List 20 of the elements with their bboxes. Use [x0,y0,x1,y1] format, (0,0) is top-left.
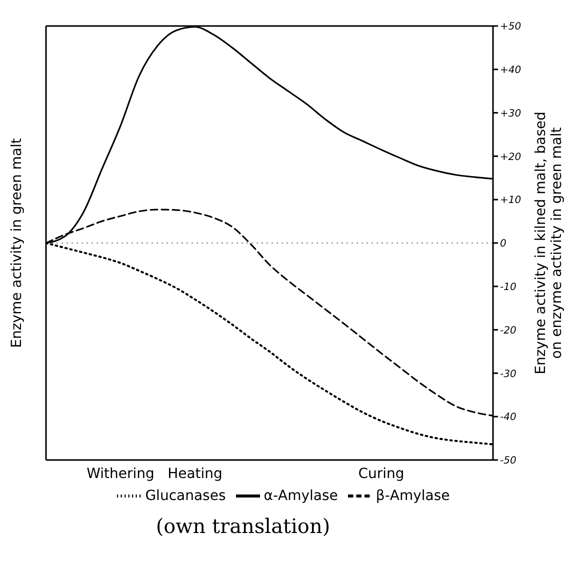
x-tick-label: Heating [168,466,222,482]
x-tick-label: Curing [358,466,404,482]
x-tick-label: Withering [86,466,154,482]
y2-tick-label: +10 [500,195,522,206]
y2-tick-label: -50 [500,456,516,467]
y2-tick-label: +20 [500,152,522,163]
legend-label: α-Amylase [264,488,338,504]
y2-tick-label: 0 [500,238,506,250]
y2-tick-label: -20 [500,325,516,336]
y2-tick-label: -10 [500,282,516,293]
y2-tick-label: -40 [500,412,516,424]
text: (own translation) [154,514,332,538]
legend-label: Glucanases [145,488,226,504]
y2-tick-label: +30 [500,108,522,120]
legend-label: β-Amylase [376,488,450,504]
y-axis-title: Enzyme activity in green malt [8,138,25,348]
y2-tick-label: +50 [500,22,522,33]
y2-tick-label: -30 [500,368,516,380]
y2-tick-label: +40 [500,64,522,76]
y2-axis-title: Enzyme activity in kilned malt, based on enzyme activity in green malt [533,112,565,374]
